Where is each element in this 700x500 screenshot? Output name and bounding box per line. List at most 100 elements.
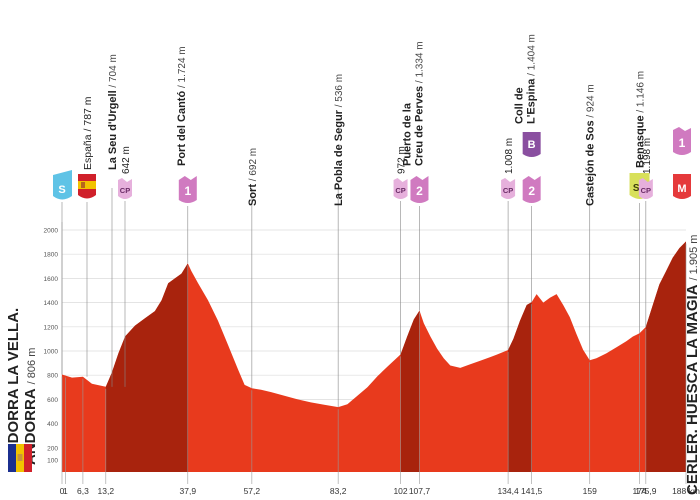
finish-label: CERLER. HUESCA LA MAGIA/ 1.905 m [684,235,700,495]
start-marker-label: S [58,184,65,196]
checkpoint-icon [118,178,132,199]
climb-category-icon [410,176,429,203]
y-tick-label: 200 [47,445,58,452]
x-tick-label: 6,3 [77,486,89,496]
town-name: La Pobla de Segur / 536 m [333,74,345,206]
climb-segment [645,241,686,472]
climb-segment [105,263,188,472]
climb-segment [508,302,532,472]
y-tick-label: 1600 [44,276,59,283]
spain-flag-crest [81,182,85,188]
start-altitude: 806 m [26,348,38,379]
elevation-profile [62,241,686,472]
y-tick-label: 800 [47,373,58,380]
checkpoint-icon [638,178,653,199]
x-tick-label: 107,7 [409,486,431,496]
start-label: ANDORRA LA VELLA. ANDORRA/ 806 m [5,308,39,465]
y-axis: 100 200 400 600 800 1000 1200 1400 1600 1800 2000 [44,228,59,465]
x-axis: 01 6,3 13,2 37,9 57,2 83,2 102 107,7 134,4 141,5 1… [60,486,700,496]
town-altitude: / 924 m [586,84,597,120]
climb-name: Port del Cantó / 1.724 m [176,46,188,166]
climb-category-icon [673,127,691,155]
waypoint-cp-642-m: CP [118,178,132,199]
x-tick-label: 1 [63,486,68,496]
waypoint-climb-port-del-cant: 1 Port del Cantó / 1.724 m [176,46,197,203]
climb-name: L'Espina / 1.404 m [526,34,538,124]
bonus-sprint-icon [522,132,541,157]
waypoint-start-s: S [53,170,72,375]
checkpoint-label: CP [503,186,513,195]
x-tick-label: 141,5 [521,486,543,496]
x-tick-label: 37,9 [180,486,197,496]
start-name-line1: ANDORRA LA VELLA. [5,308,22,465]
waypoints: S España / 787 m La Seu d'Urgell / 704 m CP… [53,34,691,408]
y-tick-label: 600 [47,397,58,404]
y-tick-label: 100 [47,457,58,464]
climb-category-label: 2 [416,184,423,198]
x-tick-label: 57,2 [244,486,261,496]
town-name: La Seu d'Urgell / 704 m [107,54,119,170]
y-tick-label: 1200 [44,324,59,331]
y-tick-label: 400 [47,421,58,428]
town-altitude: / 536 m [334,74,345,110]
x-tick-label: 83,2 [330,486,347,496]
checkpoint-icon [393,178,408,199]
finish-name: CERLER. HUESCA LA MAGIA [684,284,700,495]
finish-marker-label: M [677,183,686,195]
town-name: Sort / 692 m [247,148,259,206]
waypoint-cp-1-008-m: CP [501,178,516,199]
waypoint-climb-coll-de-l-espina: 2 B Coll de L'Espina / 1.404 m [514,34,541,203]
x-tick-label: 102 [393,486,407,496]
climb-category-icon [522,176,541,203]
climb-name: Coll de [514,87,526,124]
town-name: Castejón de Sos / 924 m [585,84,597,206]
bonus-label: B [528,139,536,151]
checkpoint-altitude: 1.198 m [642,138,653,174]
andorra-flag-icon [8,444,32,472]
waypoint-lines [61,243,687,484]
climb-category-label: 1 [184,184,191,198]
start-marker-icon [53,170,72,200]
waypoint-cp-1-198-m: CP [638,178,653,199]
checkpoint-altitude: 642 m [121,146,132,174]
climb-altitude: / 1.724 m [177,46,188,90]
sprint-town-name: Benasque / 1.146 m [635,71,647,168]
checkpoint-altitude: 972 m [397,146,408,174]
climb-altitude: / 1.334 m [414,41,425,85]
x-tick-label: 175,9 [635,486,657,496]
climb-name: Creu de Perves / 1.334 m [413,41,425,166]
spain-flag-band [78,181,96,189]
waypoint-climb-puerto-de-la-creu-de-perves: 2 Puerto de la Creu de Perves / 1.334 m [401,41,429,203]
y-tick-label: 1400 [44,300,59,307]
climb-altitude: / 1.404 m [527,34,538,78]
town-altitude: / 692 m [248,148,259,184]
waypoint-cp-972-m: CP [393,178,408,199]
climb-segment [400,310,420,472]
x-tick-label: 0 [60,486,65,496]
climb-category-label: 1 [679,136,686,150]
climb-category-label: 2 [528,184,535,198]
checkpoint-label: CP [120,186,130,195]
finish-marker-icon [673,174,691,199]
x-tick-label: 13,2 [98,486,115,496]
waypoint-flag-espa-a [78,174,96,199]
x-tick-label: 134,4 [497,486,519,496]
y-tick-label: 1800 [44,252,59,259]
waypoint-finish-m: M1 [673,127,691,199]
finish-altitude: 1.905 m [688,235,700,275]
checkpoint-label: CP [395,186,405,195]
x-tick-label: 174 [632,486,646,496]
checkpoint-label: CP [641,186,651,195]
x-tick-label: 159 [583,486,597,496]
sprint-altitude: / 1.146 m [636,71,647,115]
climb-category-icon [178,176,197,203]
x-tick-label: 188 km [672,486,700,496]
checkpoint-icon [501,178,516,199]
checkpoint-altitude: 1.008 m [504,138,515,174]
finish-name-group: CERLER. HUESCA LA MAGIA/ 1.905 m [684,235,700,495]
climb-name: Puerto de la [401,102,413,166]
border-label: España / 787 m [82,96,94,170]
town-altitude: / 704 m [108,54,119,90]
y-tick-label: 2000 [44,228,59,235]
